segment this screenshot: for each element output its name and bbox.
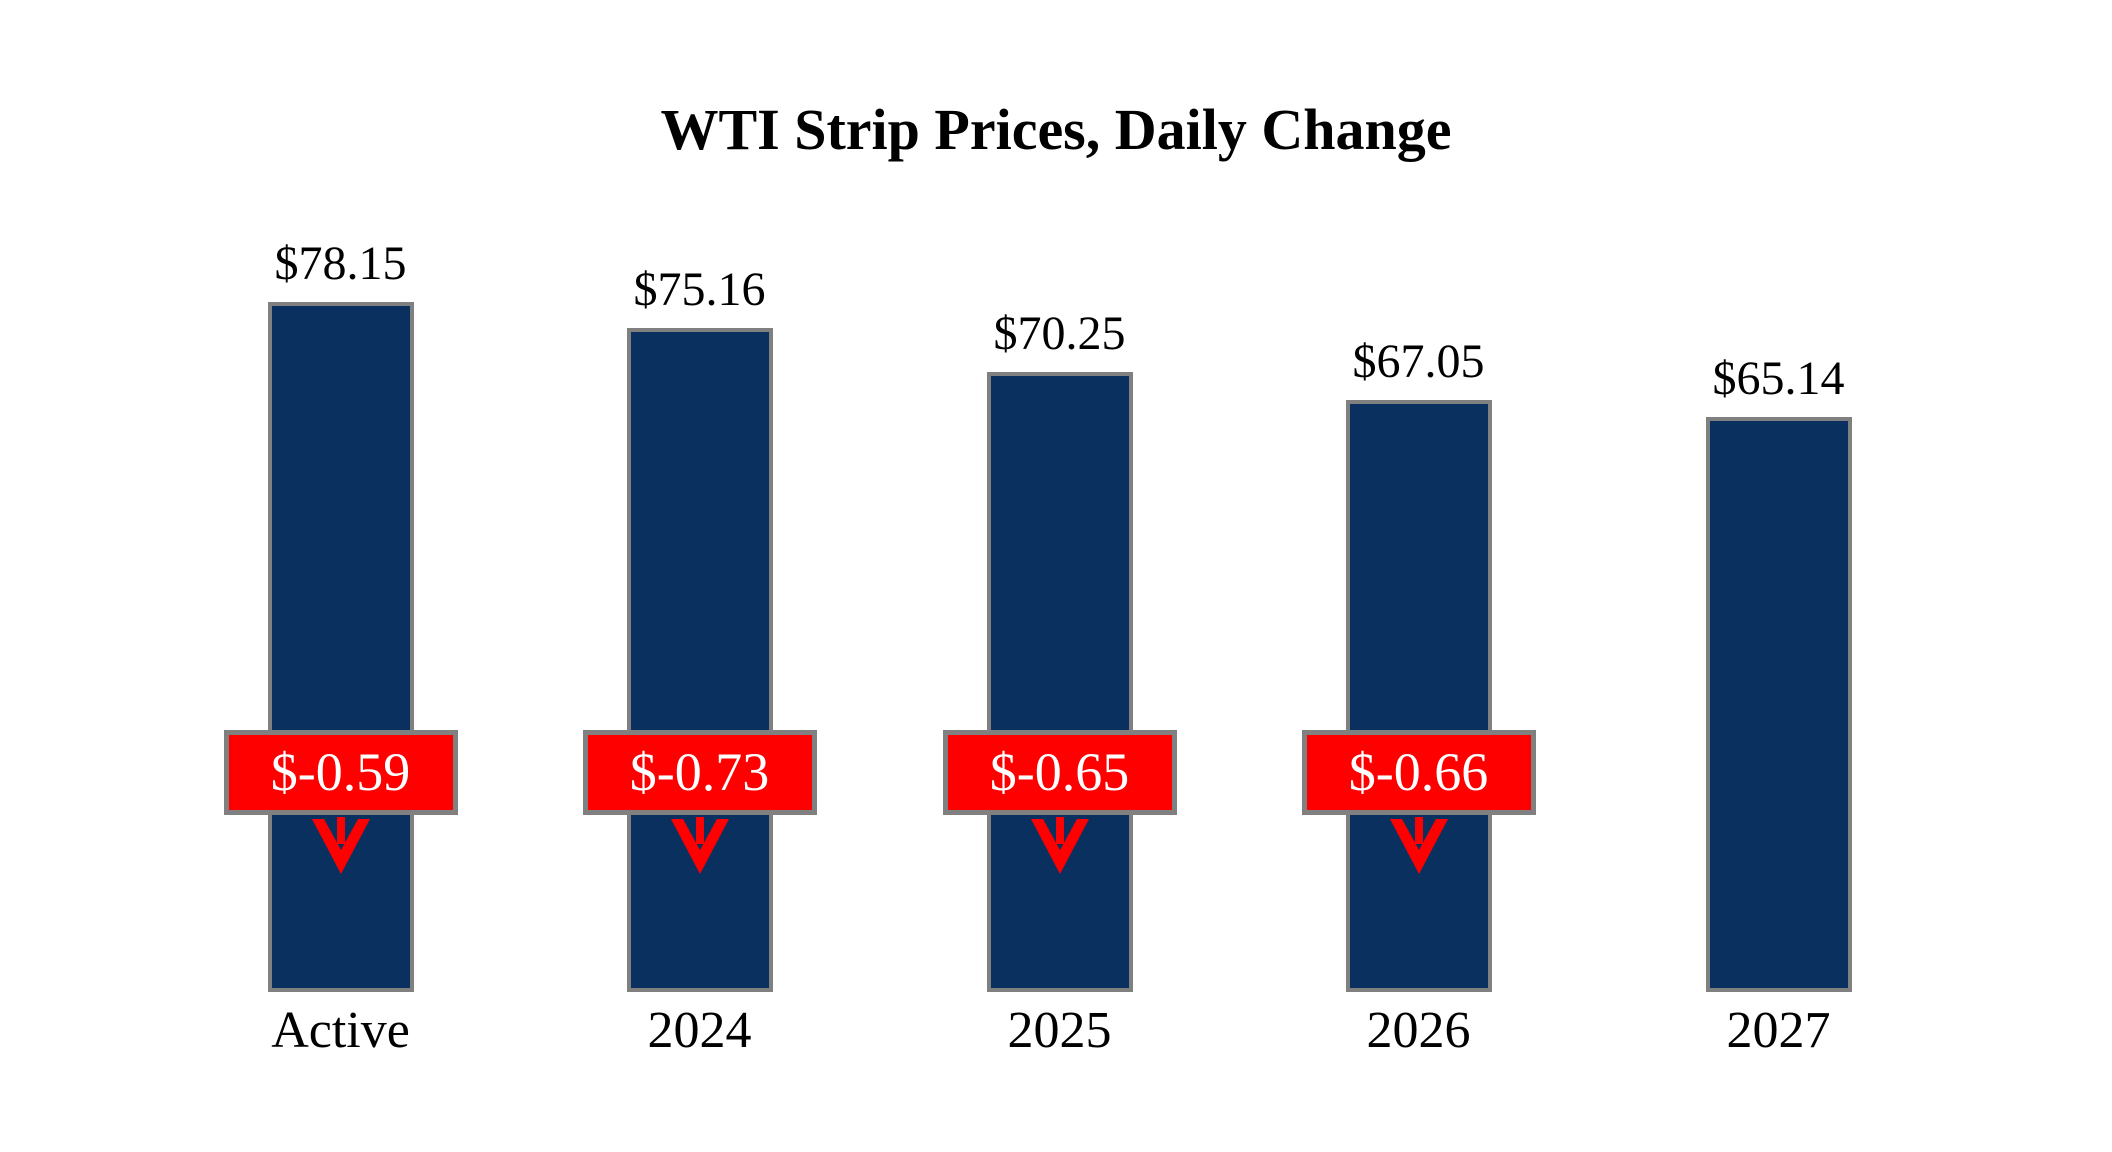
change-badge: $-0.66	[1301, 730, 1536, 815]
category-label: 2025	[1007, 1002, 1112, 1059]
category-label: 2024	[647, 1002, 752, 1059]
price-label: $78.15	[274, 237, 407, 290]
bar-2024	[626, 328, 773, 992]
price-label: $75.16	[633, 263, 766, 316]
down-arrow-icon	[670, 817, 729, 874]
down-arrow-icon	[1389, 817, 1448, 874]
bar-2026	[1345, 400, 1492, 992]
price-label: $67.05	[1352, 335, 1485, 388]
category-label: Active	[271, 1002, 410, 1059]
bar-group-2027: $65.14 2027	[1599, 0, 1958, 1152]
bar-group-2026: $67.05 $-0.66 2026	[1239, 0, 1598, 1152]
change-label: $-0.66	[1348, 742, 1489, 802]
change-label: $-0.73	[629, 742, 770, 802]
change-badge: $-0.73	[582, 730, 817, 815]
change-badge: $-0.59	[223, 730, 458, 815]
change-badge: $-0.65	[942, 730, 1177, 815]
down-arrow-icon	[1030, 817, 1089, 874]
bar-group-2024: $75.16 $-0.73 2024	[520, 0, 879, 1152]
bar-active	[267, 302, 414, 992]
bar-2025	[986, 372, 1133, 992]
down-arrow-icon	[311, 817, 370, 874]
category-label: 2027	[1726, 1002, 1831, 1059]
change-label: $-0.59	[270, 742, 411, 802]
bar-group-active: $78.15 $-0.59 Active	[161, 0, 520, 1152]
price-label: $65.14	[1712, 352, 1845, 405]
category-label: 2026	[1366, 1002, 1471, 1059]
bar-2027	[1705, 417, 1852, 992]
chart-title: WTI Strip Prices, Daily Change	[660, 97, 1452, 162]
change-label: $-0.65	[989, 742, 1130, 802]
price-label: $70.25	[993, 307, 1126, 360]
bar-group-2025: $70.25 $-0.65 2025	[880, 0, 1239, 1152]
